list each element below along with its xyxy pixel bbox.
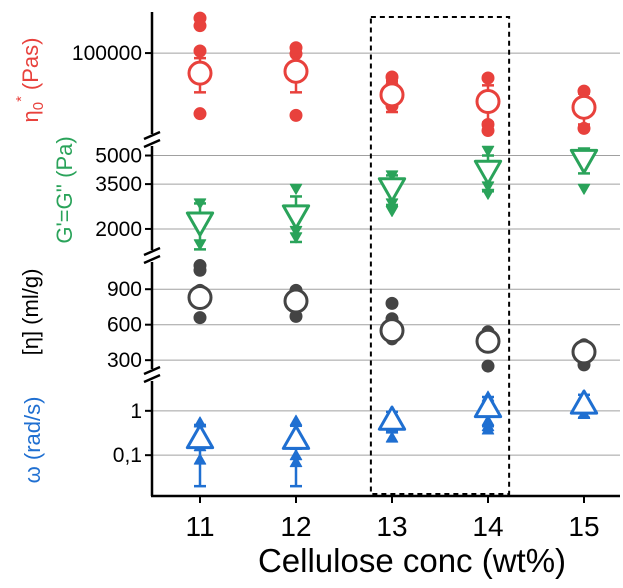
tick-labels: 100000 5000 3500 2000 900 600 300 1 0,1 11 12 13 14 1… [72,42,600,542]
axis-break-b-2 [143,373,161,384]
sample-point-eta0-3 [193,107,207,121]
highlight-box [369,16,511,495]
sample-point-eta-1 [193,263,207,277]
sample-point-gcross-8 [481,145,495,157]
mean-point-gcross-2 [377,177,407,203]
mean-point-omega-1 [281,424,311,450]
ytick-label-eta-2: 300 [107,349,142,372]
ytick-label-eta-0: 900 [107,278,142,301]
sample-point-omega-9 [385,431,399,443]
sample-point-eta-3 [193,311,207,325]
mean-point-eta-2 [379,318,405,344]
mean-point-gcross-0 [185,211,215,237]
mean-point-eta0-2 [379,82,405,108]
ytick-label-eta0-0: 100000 [72,42,142,65]
ylabel-eta0: η0*(Pas) [13,38,47,123]
ylabel-eta: [η] (ml/g) [18,269,43,356]
mean-point-eta-1 [283,288,309,314]
mean-point-eta0-1 [283,58,309,84]
axis-break-a-1 [143,246,161,257]
ytick-label-eta-1: 600 [107,314,142,337]
sample-point-eta0-2 [193,44,207,58]
mean-point-omega-3 [473,393,503,419]
mean-point-gcross-1 [281,204,311,230]
mean-point-gcross-4 [569,148,599,174]
xtick-label-0: 11 [185,511,214,542]
sample-point-omega-3 [289,414,303,426]
sample-point-eta0-10 [481,71,495,85]
sample-point-eta0-1 [193,19,207,33]
x-axis-label: Cellulose conc (wt%) [258,542,566,579]
ytick-label-gcross-0: 5000 [95,145,142,168]
gridlines [152,52,620,456]
ytick-label-omega-1: 0,1 [113,444,142,467]
mean-point-eta0-4 [571,94,597,120]
axis-break-b-0 [143,138,161,149]
axis-break-a-0 [143,130,161,141]
sample-point-gcross-12 [577,183,591,195]
axis-break-a-2 [143,365,161,376]
mean-point-eta0-3 [475,88,501,114]
axes [143,12,620,503]
ytick-label-omega-0: 1 [130,400,142,423]
sample-point-gcross-2 [289,183,303,195]
sample-point-omega-13 [481,423,495,435]
xtick-label-2: 13 [376,511,407,542]
xtick-label-3: 14 [472,511,503,542]
data-marks [185,11,599,488]
mean-point-omega-4 [569,389,599,415]
axis-break-b-1 [143,254,161,265]
mean-point-eta-3 [475,328,501,354]
ytick-label-gcross-1: 3500 [95,173,142,196]
ytick-label-gcross-2: 2000 [95,218,142,241]
mean-point-eta-4 [571,339,597,365]
sample-point-eta-11 [481,359,495,373]
ylabel-omega: ω (rad/s) [20,397,45,484]
xtick-label-4: 15 [568,511,599,542]
mean-point-eta0-0 [187,60,213,86]
sample-point-eta-6 [385,296,399,310]
mean-point-omega-0 [185,424,215,450]
xtick-label-1: 12 [280,511,311,542]
sample-point-eta0-12 [481,124,495,138]
sample-point-eta0-6 [289,108,303,122]
mean-point-gcross-3 [473,159,503,185]
mean-point-eta-0 [187,284,213,310]
ylabel-gcross: G'=G'' (Pa) [52,136,77,243]
mean-point-omega-2 [377,405,407,431]
